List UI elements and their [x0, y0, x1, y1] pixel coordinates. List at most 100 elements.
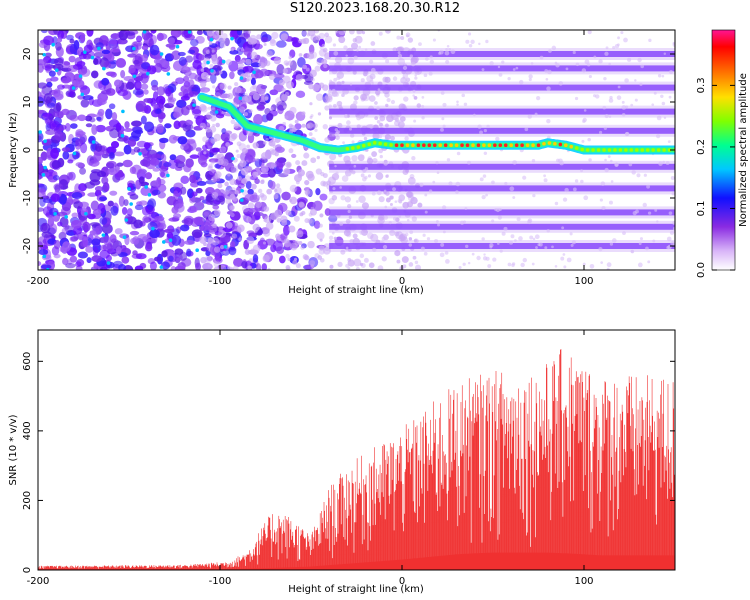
- band-speckle: [497, 215, 502, 220]
- noise-dot: [324, 105, 330, 111]
- noise-highlight: [214, 110, 219, 114]
- noise-dot: [230, 165, 239, 174]
- noise-blob: [247, 188, 254, 195]
- band-speckle: [435, 161, 439, 165]
- noise-dot: [289, 198, 293, 203]
- noise-blob: [115, 58, 127, 68]
- band-speckle: [575, 62, 580, 67]
- band-speckle: [334, 30, 338, 34]
- band-speckle: [409, 230, 414, 235]
- noise-dot: [236, 175, 242, 181]
- band-speckle: [351, 140, 355, 144]
- band-speckle: [621, 113, 626, 117]
- noise-dot: [301, 30, 308, 36]
- noise-blob: [97, 108, 105, 117]
- noise-dot: [252, 244, 261, 253]
- noise-blob: [319, 193, 328, 201]
- noise-highlight: [43, 139, 47, 143]
- noise-highlight: [221, 59, 226, 64]
- noise-dot: [222, 38, 226, 42]
- band-speckle: [392, 76, 398, 81]
- noise-blob: [183, 75, 190, 83]
- colorbar-tick-label: 0.2: [696, 139, 707, 155]
- noise-dot: [246, 144, 250, 149]
- noise-blob: [160, 261, 171, 270]
- noise-blob: [209, 73, 217, 84]
- noise-blob: [270, 244, 277, 253]
- noise-blob: [102, 235, 111, 245]
- noise-dot: [239, 159, 247, 168]
- noise-blob: [143, 89, 149, 95]
- noise-blob: [129, 166, 137, 175]
- noise-dot: [322, 124, 328, 130]
- band-speckle: [656, 134, 661, 139]
- noise-blob: [135, 100, 147, 112]
- noise-dot: [315, 35, 321, 41]
- noise-blob: [71, 192, 83, 199]
- noise-blob: [229, 49, 239, 55]
- noise-dot: [402, 169, 409, 176]
- noise-highlight: [239, 76, 244, 80]
- noise-blob: [55, 102, 62, 112]
- noise-blob: [114, 151, 125, 157]
- band-speckle: [625, 105, 629, 109]
- noise-dot: [304, 179, 310, 186]
- noise-dot: [376, 119, 381, 124]
- band-speckle: [369, 124, 374, 129]
- noise-dot: [210, 107, 216, 113]
- ridge-peak: [482, 143, 486, 147]
- noise-blob: [154, 215, 165, 222]
- noise-highlight: [223, 245, 228, 249]
- spectral-band-halo: [329, 160, 675, 173]
- noise-dot: [360, 173, 365, 178]
- noise-dot: [282, 121, 287, 126]
- band-speckle: [522, 257, 527, 263]
- spectral-band-halo: [329, 105, 675, 118]
- snr-y-tick-label: 400: [22, 421, 33, 440]
- noise-blob: [149, 44, 160, 56]
- band-speckle: [450, 49, 456, 55]
- noise-blob: [264, 238, 276, 246]
- noise-dot: [389, 195, 394, 200]
- noise-blob: [133, 219, 143, 229]
- band-speckle: [546, 118, 551, 124]
- noise-blob: [190, 205, 198, 213]
- noise-dot: [252, 93, 260, 101]
- noise-blob: [61, 227, 68, 235]
- spectral-band: [329, 223, 675, 230]
- noise-blob: [110, 252, 119, 257]
- band-speckle: [560, 256, 565, 261]
- noise-blob: [266, 113, 274, 121]
- band-speckle: [491, 219, 495, 223]
- noise-blob: [99, 217, 108, 225]
- band-speckle: [444, 250, 449, 255]
- noise-blob: [123, 128, 133, 133]
- noise-dot: [213, 246, 221, 253]
- noise-dot: [304, 189, 310, 195]
- noise-highlight: [97, 46, 101, 51]
- band-speckle: [376, 106, 380, 111]
- noise-dot: [416, 103, 422, 108]
- noise-dot: [345, 218, 351, 224]
- band-speckle: [333, 50, 339, 56]
- spectrogram-y-tick-label: -20: [22, 238, 33, 254]
- noise-dot: [255, 201, 262, 208]
- band-speckle: [485, 39, 489, 44]
- noise-blob: [89, 117, 96, 123]
- band-speckle: [376, 190, 382, 196]
- spectral-bands: [327, 30, 675, 270]
- noise-blob: [61, 108, 70, 116]
- noise-blob: [196, 30, 203, 36]
- band-speckle: [442, 230, 446, 234]
- noise-dot: [303, 152, 310, 159]
- noise-blob: [167, 98, 175, 106]
- noise-blob: [275, 246, 285, 254]
- noise-dot: [294, 119, 299, 124]
- noise-dot: [350, 42, 359, 50]
- band-speckle: [495, 136, 500, 142]
- band-speckle: [661, 101, 666, 106]
- noise-dot: [264, 96, 269, 100]
- noise-dot: [360, 263, 366, 269]
